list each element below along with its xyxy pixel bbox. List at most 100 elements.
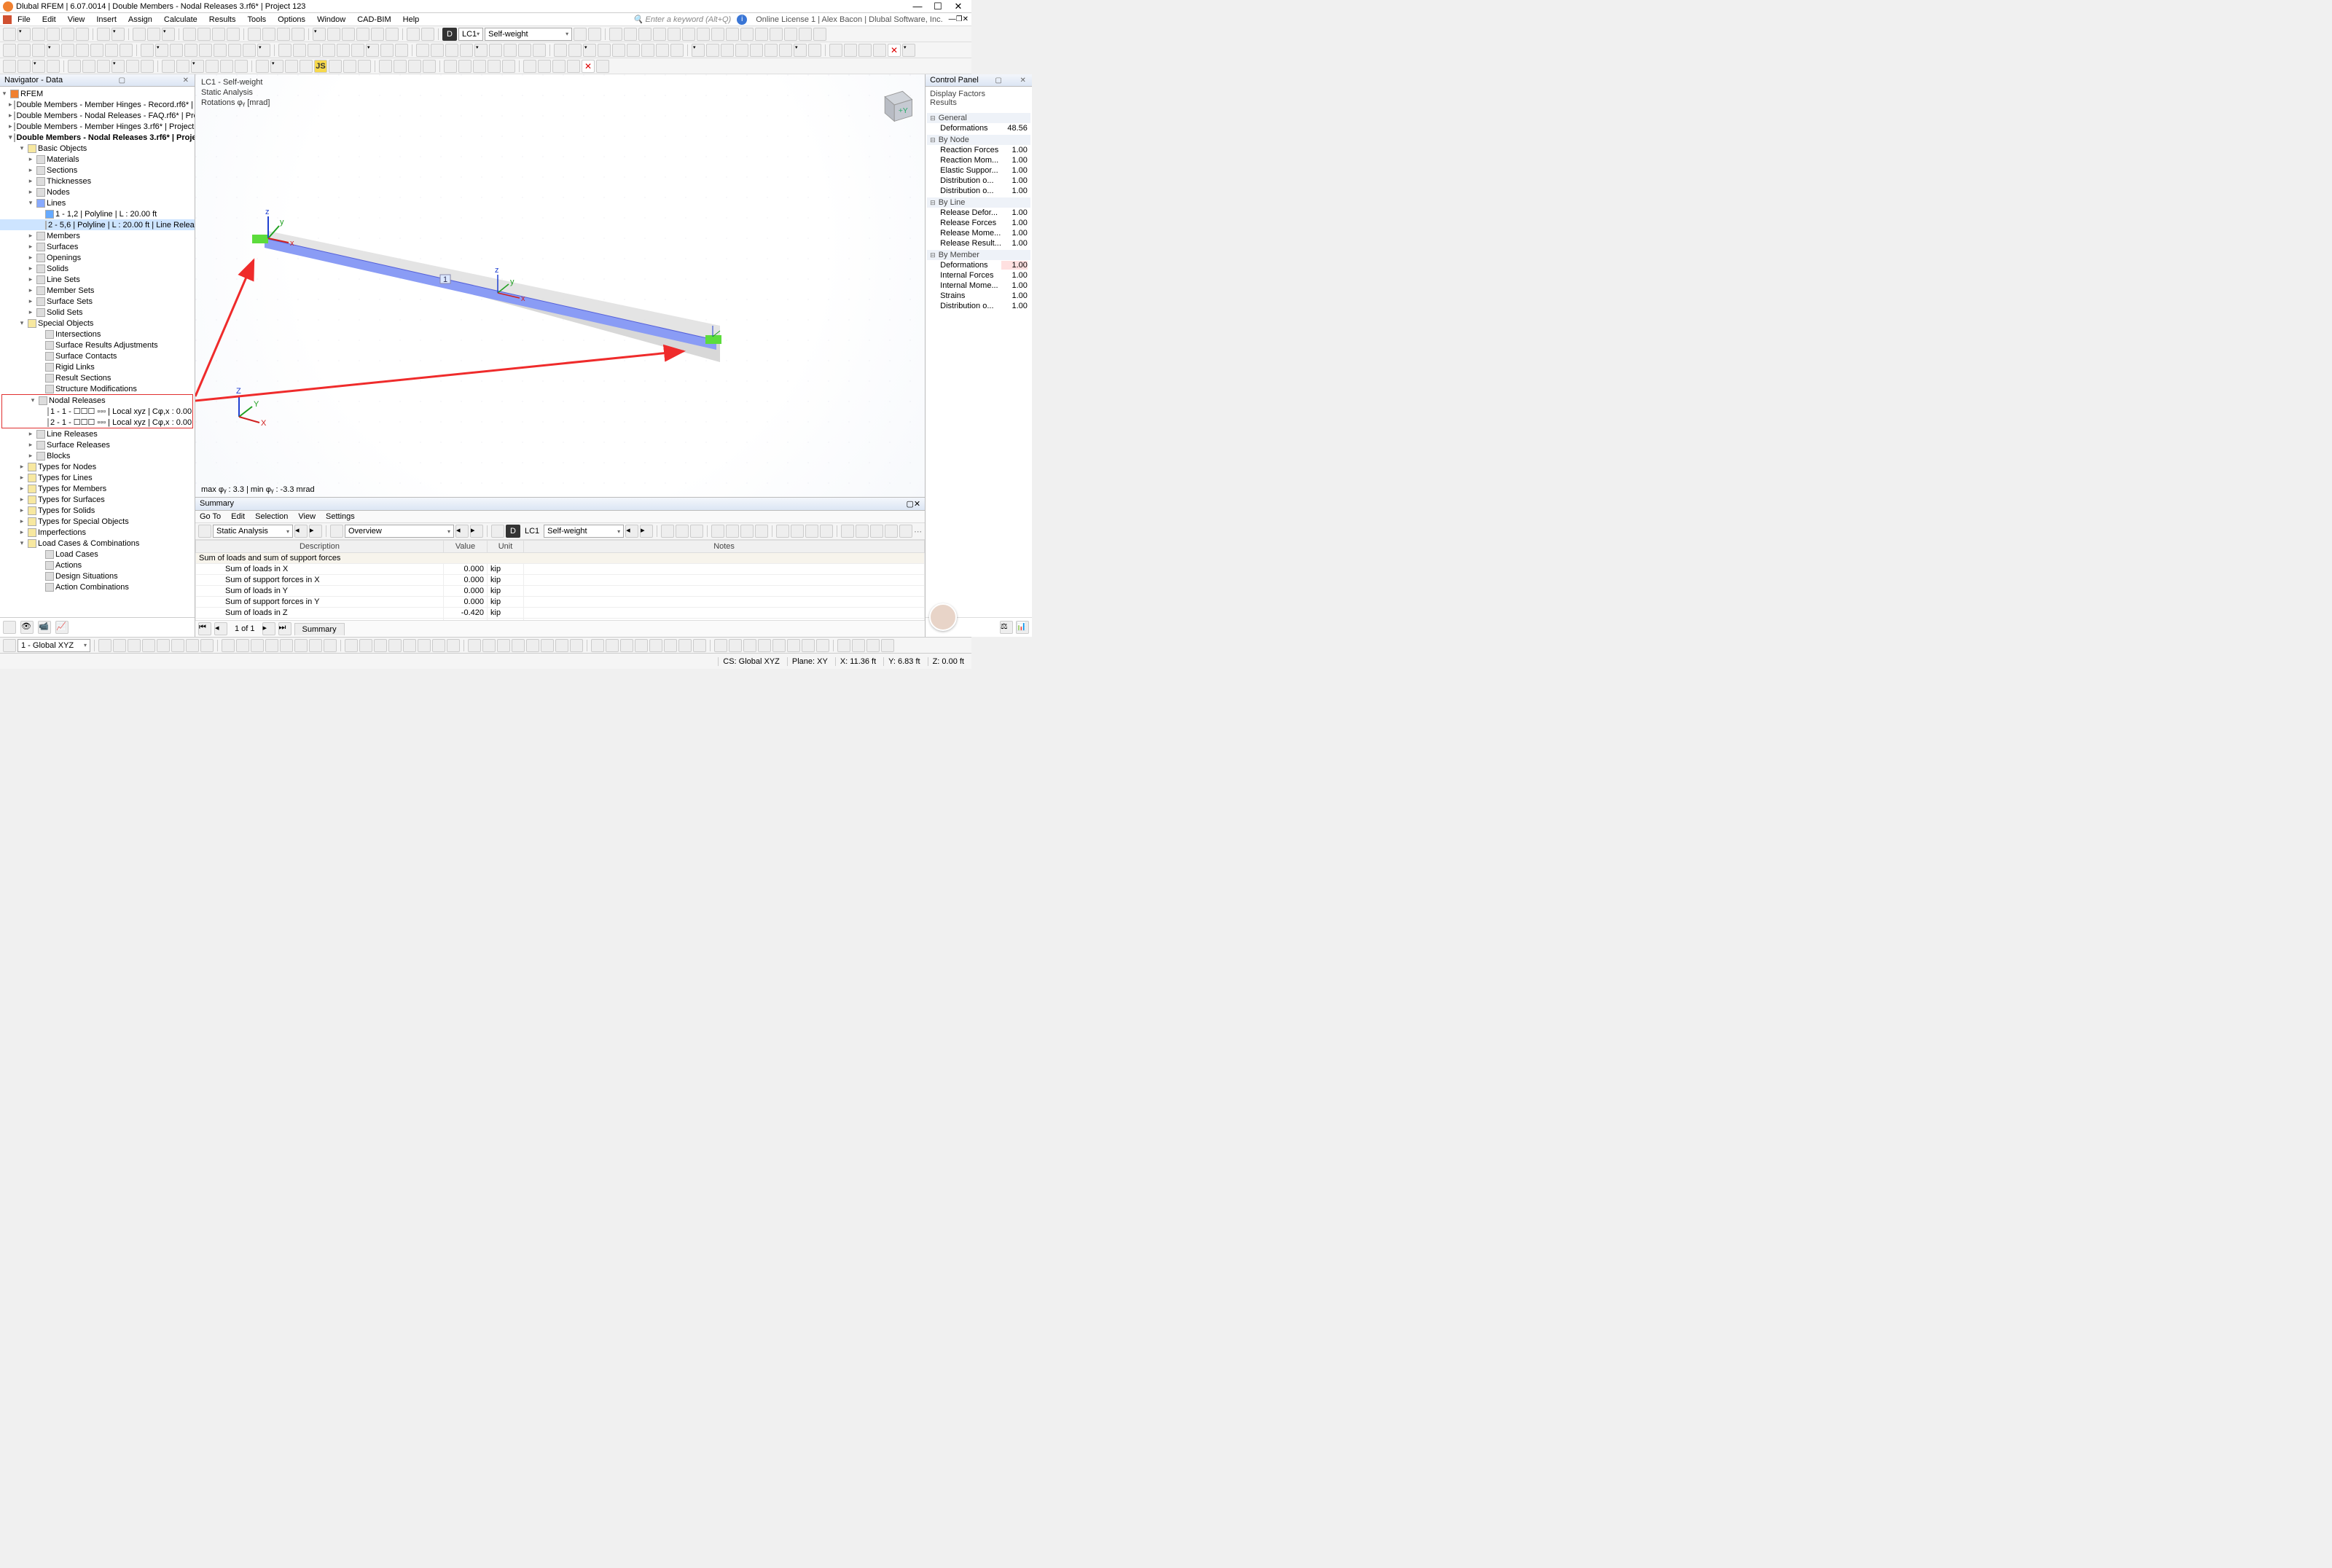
tool2-10[interactable] xyxy=(155,44,168,57)
tool2-12[interactable] xyxy=(184,44,197,57)
cp-row[interactable]: Internal Mome...1.00 xyxy=(927,281,1030,291)
tool-b2[interactable] xyxy=(624,28,637,41)
tree-types[interactable]: ▸Types for Members xyxy=(0,483,195,494)
tool2-16[interactable] xyxy=(243,44,256,57)
tool-paste[interactable] xyxy=(162,28,175,41)
tool3-9[interactable] xyxy=(141,60,154,73)
tool-b12[interactable] xyxy=(770,28,783,41)
tool3-14[interactable] xyxy=(220,60,233,73)
tool3b-4[interactable] xyxy=(394,60,407,73)
st-8[interactable] xyxy=(222,639,235,652)
viewport[interactable]: LC1 - Self-weightStatic AnalysisRotation… xyxy=(195,74,925,497)
tool-a7[interactable] xyxy=(277,28,290,41)
tree-item[interactable]: Rigid Links xyxy=(0,361,195,372)
tool2-39[interactable] xyxy=(598,44,611,57)
tree-item[interactable]: Intersections xyxy=(0,329,195,340)
st-9[interactable] xyxy=(236,639,249,652)
sumtb-7[interactable] xyxy=(776,525,789,538)
st-38[interactable] xyxy=(678,639,692,652)
sumtb-15[interactable] xyxy=(899,525,912,538)
tool2-33[interactable] xyxy=(504,44,517,57)
summary-row[interactable]: Sum of loads in X0.000kip xyxy=(196,564,925,575)
sumtb-13[interactable] xyxy=(870,525,883,538)
tree-item[interactable]: ▸Line Sets xyxy=(0,274,195,285)
st-7[interactable] xyxy=(200,639,214,652)
st-39[interactable] xyxy=(693,639,706,652)
menu-insert[interactable]: Insert xyxy=(90,15,122,24)
st-33[interactable] xyxy=(606,639,619,652)
sum-analysis-combo[interactable]: Static Analysis xyxy=(213,525,293,538)
tool3b-13[interactable] xyxy=(538,60,551,73)
tool-a8[interactable] xyxy=(292,28,305,41)
cp-row[interactable]: Internal Forces1.00 xyxy=(927,270,1030,281)
tool-a6[interactable] xyxy=(262,28,275,41)
tool-a9[interactable] xyxy=(313,28,326,41)
tool2-41[interactable] xyxy=(627,44,640,57)
st-5[interactable] xyxy=(171,639,184,652)
tree-types[interactable]: ▸Types for Surfaces xyxy=(0,494,195,505)
tool-a11[interactable] xyxy=(342,28,355,41)
tool-b11[interactable] xyxy=(755,28,768,41)
tool-b10[interactable] xyxy=(740,28,754,41)
summary-row[interactable]: Sum of support forces in X0.000kip xyxy=(196,575,925,586)
st-16[interactable] xyxy=(345,639,358,652)
tree-proj-2[interactable]: ▸Double Members - Member Hinges 3.rf6* |… xyxy=(0,121,195,132)
tool2-13[interactable] xyxy=(199,44,212,57)
tool2-47[interactable] xyxy=(721,44,734,57)
st-31[interactable] xyxy=(570,639,583,652)
tool3b-15[interactable] xyxy=(567,60,580,73)
tool-saveall[interactable] xyxy=(47,28,60,41)
tool2-55[interactable] xyxy=(844,44,857,57)
st-43[interactable] xyxy=(758,639,771,652)
st-3[interactable] xyxy=(142,639,155,652)
menu-options[interactable]: Options xyxy=(272,15,311,24)
assistant-avatar[interactable] xyxy=(929,603,957,631)
sum-tb-d[interactable] xyxy=(491,525,504,538)
st-2[interactable] xyxy=(128,639,141,652)
tool-save[interactable] xyxy=(32,28,45,41)
orientation-cube[interactable]: +Y xyxy=(877,85,917,125)
tool-a13[interactable] xyxy=(371,28,384,41)
tree-types[interactable]: ▸Types for Lines xyxy=(0,472,195,483)
camera-icon[interactable] xyxy=(596,60,609,73)
st-17[interactable] xyxy=(359,639,372,652)
tool2-56[interactable] xyxy=(858,44,872,57)
summary-row[interactable]: Sum of support forces in Y0.000kip xyxy=(196,597,925,608)
tool2-46[interactable] xyxy=(706,44,719,57)
tool2-40[interactable] xyxy=(612,44,625,57)
tree-loads[interactable]: ▾Load Cases & Combinations xyxy=(0,538,195,549)
summary-selection[interactable]: Selection xyxy=(255,512,288,521)
tool-report[interactable] xyxy=(76,28,89,41)
sum-tb-icon[interactable] xyxy=(198,525,211,538)
tool2-30[interactable] xyxy=(460,44,473,57)
tool3b-3[interactable] xyxy=(379,60,392,73)
tree-item[interactable]: ▸Sections xyxy=(0,165,195,176)
tree-line-2[interactable]: 2 - 5,6 | Polyline | L : 20.00 ft | Line… xyxy=(0,219,195,230)
tool-b6[interactable] xyxy=(682,28,695,41)
tree-line-1[interactable]: 1 - 1,2 | Polyline | L : 20.00 ft xyxy=(0,208,195,219)
doc-minimize-button[interactable]: — xyxy=(949,15,956,23)
tool2-44[interactable] xyxy=(670,44,684,57)
nav-results-icon[interactable]: 📈 xyxy=(55,621,69,634)
sum-more-icon[interactable]: ⋯ xyxy=(914,527,922,536)
nav-data-icon[interactable] xyxy=(3,621,16,634)
lc-name-combo[interactable]: Self-weight xyxy=(485,28,572,41)
tool-a3[interactable] xyxy=(212,28,225,41)
tree-proj-0[interactable]: ▸Double Members - Member Hinges - Record… xyxy=(0,99,195,110)
st-4[interactable] xyxy=(157,639,170,652)
tree-item[interactable]: ▸Surfaces xyxy=(0,241,195,252)
tree-item[interactable]: Actions xyxy=(0,560,195,571)
menu-results[interactable]: Results xyxy=(203,15,242,24)
tree-item[interactable]: ▸Line Releases xyxy=(0,428,195,439)
tool2-28[interactable] xyxy=(431,44,444,57)
tool3-19[interactable] xyxy=(300,60,313,73)
st-30[interactable] xyxy=(555,639,568,652)
tool-b14[interactable] xyxy=(799,28,812,41)
tree-types[interactable]: ▸Types for Special Objects xyxy=(0,516,195,527)
col-notes[interactable]: Notes xyxy=(524,541,925,553)
tool3-18[interactable] xyxy=(285,60,298,73)
tool-a12[interactable] xyxy=(356,28,369,41)
page-last[interactable]: ⏭ xyxy=(278,622,292,635)
tool2-15[interactable] xyxy=(228,44,241,57)
tree-lines[interactable]: ▾Lines xyxy=(0,197,195,208)
